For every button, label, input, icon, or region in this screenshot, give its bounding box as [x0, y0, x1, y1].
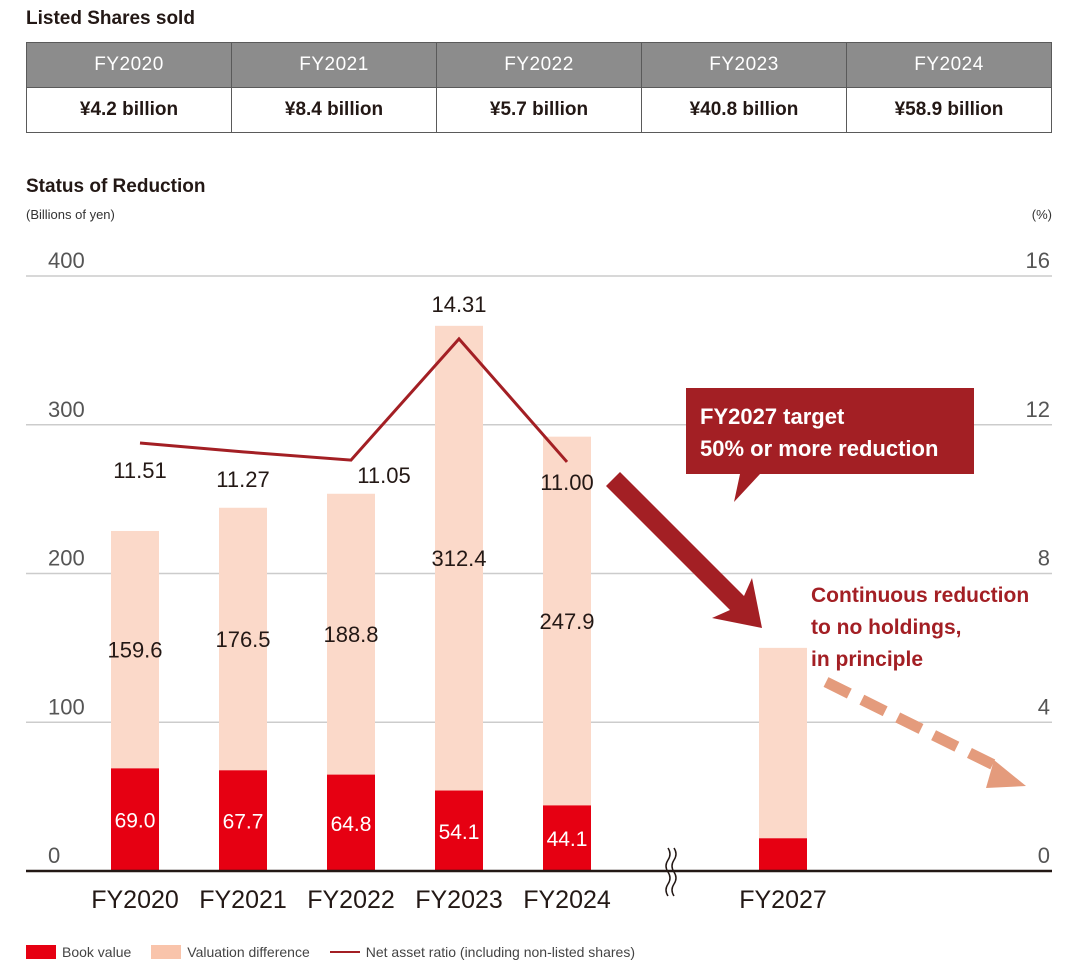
callout-line-2: 50% or more reduction	[700, 436, 938, 461]
dashed-arrow-head	[986, 760, 1026, 788]
data-label-net-asset-ratio: 11.51	[113, 458, 166, 483]
legend-net-asset-ratio: Net asset ratio (including non-listed sh…	[329, 944, 635, 960]
x-tick-label: FY2023	[415, 886, 503, 914]
table-header-cell: FY2021	[231, 42, 437, 88]
y-left-tick-label: 200	[48, 546, 85, 571]
x-tick-label: FY2024	[523, 886, 611, 914]
y-right-tick-label: 12	[1026, 397, 1050, 422]
legend-swatch-valuation	[151, 945, 182, 959]
data-label-book-value: 67.7	[223, 811, 264, 834]
bar-book-value	[219, 770, 267, 871]
x-tick-label: FY2027	[739, 886, 827, 914]
bar-book-value	[543, 805, 591, 871]
bar-valuation-difference	[759, 647, 807, 839]
listed-shares-table: FY2020 FY2021 FY2022 FY2023 FY2024 ¥4.2 …	[26, 42, 1052, 133]
table-cell: ¥40.8 billion	[641, 87, 847, 133]
dashed-arrow-shaft	[823, 677, 1007, 775]
y-right-tick-label: 0	[1038, 843, 1050, 868]
data-label-book-value: 64.8	[331, 813, 372, 836]
data-label-valuation-difference: 159.6	[107, 638, 162, 663]
bar-book-value	[435, 790, 483, 871]
table-header-row: FY2020 FY2021 FY2022 FY2023 FY2024	[26, 42, 1052, 88]
x-tick-label: FY2020	[91, 886, 179, 914]
y-right-tick-label: 8	[1038, 546, 1050, 571]
chart-title: Status of Reduction	[26, 176, 206, 197]
table-header-cell: FY2022	[436, 42, 642, 88]
series-line-net-asset-ratio	[139, 336, 569, 463]
chart-legend: Book value Valuation difference Net asse…	[26, 944, 655, 960]
data-label-valuation-difference: 176.5	[215, 627, 270, 652]
legend-label-ratio: Net asset ratio (including non-listed sh…	[365, 944, 635, 960]
right-axis-unit: (%)	[1031, 207, 1052, 222]
data-label-net-asset-ratio: 11.00	[540, 470, 593, 495]
continuous-reduction-note: to no holdings,	[811, 616, 961, 639]
legend-swatch-book	[26, 945, 56, 959]
y-right-tick-label: 4	[1038, 694, 1050, 719]
bar-valuation-difference	[327, 493, 375, 775]
shares-table-title: Listed Shares sold	[26, 8, 195, 29]
legend-label-book: Book value	[62, 944, 132, 960]
table-cell: ¥58.9 billion	[846, 87, 1052, 133]
callout-line-1: FY2027 target	[700, 404, 845, 429]
y-left-tick-label: 300	[48, 397, 85, 422]
table-cell: ¥5.7 billion	[436, 87, 642, 133]
target-callout-box	[686, 388, 974, 502]
data-label-net-asset-ratio: 11.05	[357, 463, 410, 488]
bar-valuation-difference	[435, 325, 483, 791]
table-header-cell: FY2024	[846, 42, 1052, 88]
bar-valuation-difference	[111, 530, 159, 769]
table-cell: ¥8.4 billion	[231, 87, 437, 133]
data-label-book-value: 44.1	[547, 828, 588, 851]
data-label-valuation-difference: 247.9	[539, 609, 594, 634]
legend-line-ratio	[329, 951, 360, 953]
bar-book-value	[327, 774, 375, 871]
legend-valuation-difference: Valuation difference	[151, 944, 310, 960]
data-label-valuation-difference: 312.4	[431, 546, 486, 571]
data-label-book-value: 54.1	[439, 821, 480, 844]
left-axis-unit: (Billions of yen)	[26, 207, 115, 222]
bar-valuation-difference	[219, 507, 267, 771]
table-row: ¥4.2 billion ¥8.4 billion ¥5.7 billion ¥…	[26, 87, 1052, 133]
x-tick-label: FY2021	[199, 886, 287, 914]
data-label-valuation-difference: 188.8	[323, 622, 378, 647]
y-left-tick-label: 100	[48, 694, 85, 719]
continuous-reduction-note: in principle	[811, 648, 923, 671]
legend-book-value: Book value	[26, 944, 131, 960]
data-label-net-asset-ratio: 14.31	[431, 292, 486, 317]
bar-valuation-difference	[543, 436, 591, 806]
bar-book-value	[759, 838, 807, 871]
y-right-tick-label: 16	[1026, 248, 1050, 273]
y-left-tick-label: 400	[48, 248, 85, 273]
table-header-cell: FY2023	[641, 42, 847, 88]
legend-label-valuation: Valuation difference	[187, 944, 310, 960]
bar-book-value	[111, 768, 159, 871]
continuous-reduction-note: Continuous reduction	[811, 584, 1029, 607]
axis-break-mark	[671, 847, 677, 897]
table-cell: ¥4.2 billion	[26, 87, 232, 133]
reduction-arrow	[606, 472, 762, 628]
data-label-net-asset-ratio: 11.27	[216, 467, 269, 492]
axis-break-mark	[665, 847, 671, 897]
data-label-book-value: 69.0	[115, 810, 156, 833]
y-left-tick-label: 0	[48, 843, 60, 868]
x-tick-label: FY2022	[307, 886, 395, 914]
